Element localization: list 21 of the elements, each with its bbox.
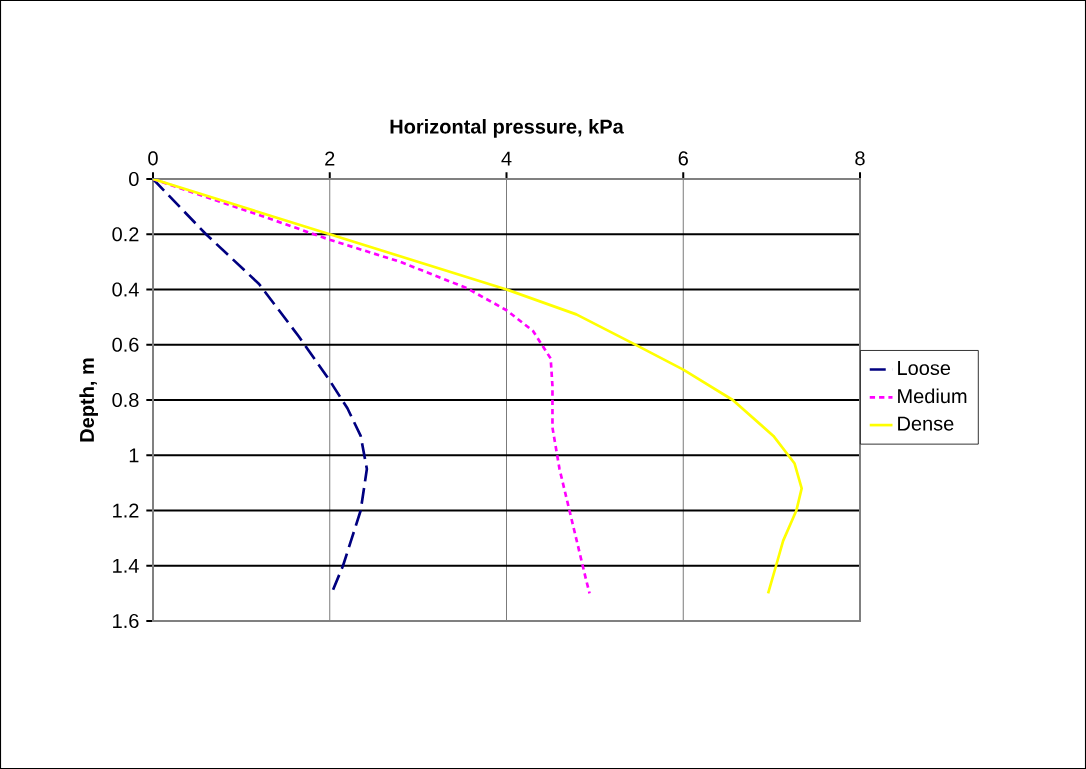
x-tick-label: 2: [325, 151, 335, 166]
line-series: [153, 179, 804, 595]
y-tick-label: 0.8: [112, 392, 139, 408]
y-tick-label: 0.2: [112, 227, 139, 242]
y-tick-label: 0: [129, 171, 139, 187]
y-tick-label: 1.2: [113, 503, 139, 518]
x-axis-title: Horizontal pressure, kPa: [390, 119, 624, 138]
line-series: [153, 179, 591, 595]
x-tick-label: 8: [855, 151, 865, 166]
y-tick-label: 0.4: [112, 282, 139, 297]
x-tick-label: 4: [501, 151, 512, 166]
y-tick-label: 0.6: [112, 337, 139, 352]
x-tick-label: 0: [148, 151, 158, 166]
legend-label: Dense: [898, 416, 954, 431]
x-tick-label: 6: [678, 151, 688, 166]
legend-label: Medium: [898, 388, 967, 404]
legend-label: Loose: [898, 361, 951, 376]
y-tick-label: 1.4: [113, 558, 139, 573]
y-axis-title: Depth, m: [79, 358, 98, 442]
y-tick-label: 1: [129, 448, 139, 463]
y-tick-label: 1.6: [113, 613, 139, 629]
